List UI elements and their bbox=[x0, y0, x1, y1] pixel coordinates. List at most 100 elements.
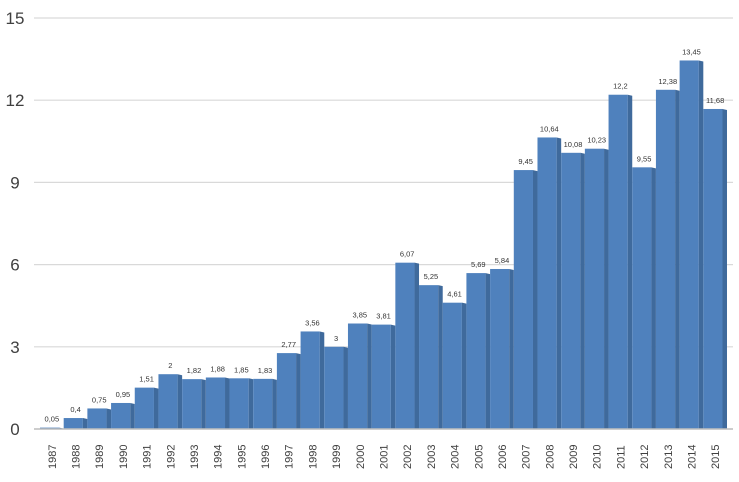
bar-1996 bbox=[253, 378, 273, 429]
data-label: 2 bbox=[168, 361, 172, 370]
bar-side-1992 bbox=[177, 374, 183, 429]
y-tick-label: 3 bbox=[10, 338, 19, 357]
x-tick-label: 1998 bbox=[307, 445, 319, 469]
bar-side-2006 bbox=[509, 268, 514, 429]
x-tick-label: 2000 bbox=[355, 445, 367, 469]
x-tick-label: 2013 bbox=[663, 445, 675, 469]
x-tick-label: 2012 bbox=[639, 445, 651, 469]
data-label: 9,55 bbox=[637, 154, 652, 163]
data-label: 2,77 bbox=[281, 340, 296, 349]
bar-side-2005 bbox=[485, 273, 491, 429]
x-tick-label: 2011 bbox=[615, 445, 627, 469]
bar-side-1995 bbox=[248, 378, 254, 429]
data-label: 12,2 bbox=[613, 82, 628, 91]
data-label: 5,84 bbox=[495, 256, 510, 265]
bar-side-1996 bbox=[272, 378, 277, 429]
bar-side-1989 bbox=[106, 408, 112, 429]
x-tick-label: 2014 bbox=[686, 445, 698, 469]
x-tick-label: 2015 bbox=[710, 445, 722, 469]
x-tick-label: 1999 bbox=[331, 445, 343, 469]
x-tick-label: 1989 bbox=[94, 445, 106, 469]
bar-1994 bbox=[205, 377, 226, 429]
data-label: 4,61 bbox=[447, 290, 462, 299]
data-label: 1,88 bbox=[210, 364, 225, 373]
x-tick-label: 1994 bbox=[213, 445, 225, 469]
bar-side-2002 bbox=[414, 262, 420, 429]
bar-side-2003 bbox=[438, 285, 443, 429]
data-label: 0,05 bbox=[45, 415, 60, 424]
bar-side-1998 bbox=[319, 331, 325, 429]
bar-side-1999 bbox=[343, 346, 348, 429]
bar-2011 bbox=[608, 94, 628, 429]
data-label: 1,85 bbox=[234, 365, 249, 374]
data-label: 10,08 bbox=[564, 140, 583, 149]
bar-side-1990 bbox=[130, 402, 135, 429]
bar-2015 bbox=[703, 108, 723, 429]
x-tick-label: 2010 bbox=[592, 445, 604, 469]
bar-2004 bbox=[442, 302, 462, 429]
bar-2010 bbox=[584, 148, 605, 429]
bar-side-2009 bbox=[580, 152, 585, 430]
data-label: 5,25 bbox=[424, 272, 439, 281]
x-tick-label: 1995 bbox=[236, 445, 248, 469]
bar-1992 bbox=[158, 374, 178, 429]
bar-side-2008 bbox=[556, 137, 562, 430]
x-tick-label: 1990 bbox=[118, 445, 130, 469]
bar-1995 bbox=[229, 378, 249, 429]
x-tick-label: 2001 bbox=[379, 445, 391, 469]
bar-2005 bbox=[466, 273, 486, 429]
x-tick-label: 1993 bbox=[189, 445, 201, 469]
data-label: 12,38 bbox=[658, 77, 677, 86]
data-label: 0,75 bbox=[92, 395, 107, 404]
bar-1988 bbox=[63, 418, 83, 429]
bar-2007 bbox=[513, 170, 533, 429]
bar-1991 bbox=[134, 387, 154, 429]
bar-2002 bbox=[395, 262, 415, 429]
x-tick-label: 1997 bbox=[284, 445, 296, 469]
bar-side-1994 bbox=[225, 377, 230, 429]
data-label: 10,23 bbox=[587, 136, 606, 145]
data-label: 0,4 bbox=[70, 405, 80, 414]
x-tick-label: 1988 bbox=[71, 445, 83, 469]
x-tick-label: 2002 bbox=[402, 445, 414, 469]
bar-side-2011 bbox=[627, 94, 633, 429]
data-label: 10,64 bbox=[540, 124, 559, 133]
y-tick-label: 15 bbox=[6, 9, 25, 28]
bar-side-1993 bbox=[201, 379, 206, 429]
y-tick-label: 0 bbox=[10, 420, 19, 439]
bar-side-2014 bbox=[698, 60, 704, 429]
x-tick-label: 2003 bbox=[426, 445, 438, 469]
bar-2000 bbox=[347, 323, 368, 429]
bar-2009 bbox=[561, 152, 581, 430]
x-tick-label: 2006 bbox=[497, 445, 509, 469]
x-tick-label: 1991 bbox=[142, 445, 154, 469]
bar-side-2007 bbox=[532, 170, 538, 429]
bar-2001 bbox=[371, 324, 391, 429]
bar-1999 bbox=[324, 346, 344, 429]
y-tick-label: 9 bbox=[10, 173, 19, 192]
bar-2008 bbox=[537, 137, 557, 430]
bar-side-1991 bbox=[153, 387, 159, 429]
bar-1998 bbox=[300, 331, 320, 429]
bar-2013 bbox=[655, 89, 676, 430]
bar-side-2010 bbox=[604, 148, 609, 429]
bar-side-2012 bbox=[651, 167, 656, 429]
x-tick-label: 2009 bbox=[568, 445, 580, 469]
x-tick-label: 2004 bbox=[450, 445, 462, 469]
y-tick-label: 6 bbox=[10, 256, 19, 275]
bar-side-1988 bbox=[82, 418, 88, 429]
bar-side-2015 bbox=[722, 108, 727, 429]
data-label: 9,45 bbox=[518, 157, 533, 166]
bar-2014 bbox=[679, 60, 699, 429]
data-label: 3,81 bbox=[376, 312, 391, 321]
bar-side-2004 bbox=[461, 302, 467, 429]
x-tick-label: 2007 bbox=[521, 445, 533, 469]
bar-side-2001 bbox=[390, 324, 396, 429]
x-tick-label: 1996 bbox=[260, 445, 272, 469]
bar-2012 bbox=[632, 167, 652, 429]
data-label: 6,07 bbox=[400, 250, 415, 259]
data-label: 0,95 bbox=[116, 390, 131, 399]
data-label: 1,51 bbox=[139, 375, 154, 384]
data-label: 3,56 bbox=[305, 318, 320, 327]
